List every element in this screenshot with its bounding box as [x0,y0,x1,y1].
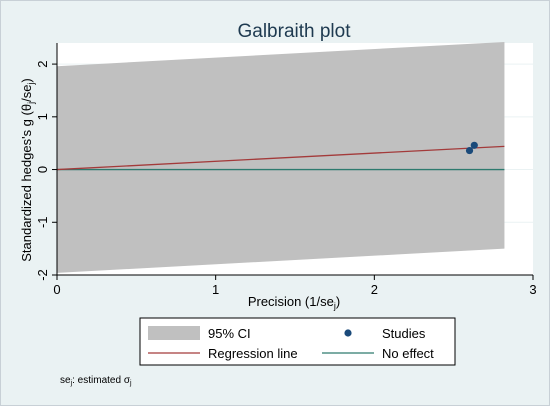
x-tick-label-0: 0 [53,282,60,297]
legend-marker-studies [344,329,352,337]
y-tick-label-1: -1 [35,216,50,228]
x-axis-label: Precision (1/sej) [248,294,340,311]
legend-swatch-ci [148,326,200,340]
legend-label-regression: Regression line [208,346,298,361]
legend-box [139,317,456,366]
y-tick-label-3: 1 [35,113,50,120]
study-point-0 [465,146,474,155]
x-tick-label-3: 3 [529,282,536,297]
chart-title: Galbraith plot [237,21,351,42]
y-tick-label-4: 2 [35,60,50,67]
study-point-1 [470,141,478,149]
y-tick-label-0: -2 [35,269,50,281]
legend: 95% CI Studies Regression line No effect [139,317,456,366]
regression-line [56,145,505,171]
legend-label-ci: 95% CI [208,326,251,341]
footnote: sej: estimated σj [60,375,132,387]
x-tick-label-1: 1 [212,282,219,297]
y-axis-label: Standardized hedges's g (θj/sej) [19,78,36,262]
plot-area: -2 -1 0 1 2 0 1 2 3 [35,41,537,297]
y-tick-label-2: 0 [35,166,50,173]
x-tick-label-2: 2 [371,282,378,297]
legend-label-no-effect: No effect [382,346,434,361]
legend-label-studies: Studies [382,326,426,341]
